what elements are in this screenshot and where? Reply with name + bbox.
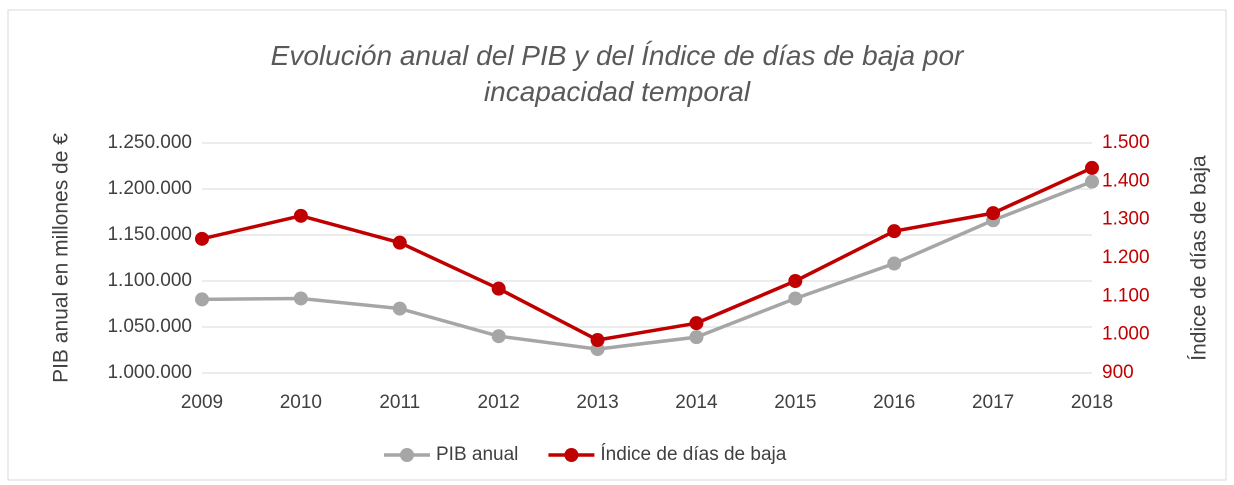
y-tick-label: 1.000.000 [107, 362, 192, 383]
point [195, 292, 209, 307]
point [689, 330, 704, 345]
legend-marker [400, 448, 414, 462]
x-tick-label: 2011 [379, 392, 420, 413]
y-tick-label: 1.250.000 [107, 132, 192, 153]
series-line [201, 166, 1093, 342]
y2-axis-label: Índice de días de baja [1188, 155, 1211, 361]
point [392, 301, 407, 316]
point [195, 231, 209, 246]
x-tick-label: 2009 [181, 392, 223, 413]
y2-tick-label: 1.300 [1102, 209, 1150, 230]
point [293, 208, 308, 223]
point [491, 329, 506, 344]
x-tick-label: 2015 [774, 392, 816, 413]
x-tick-label: 2013 [576, 392, 618, 413]
y-axis-label: PIB anual en millones de € [50, 133, 73, 383]
x-tick-label: 2014 [675, 392, 718, 413]
point [887, 224, 902, 239]
point [788, 291, 803, 306]
legend-label: PIB anual [436, 444, 518, 465]
series-line [201, 180, 1093, 351]
point [590, 333, 605, 348]
x-tick-label: 2010 [280, 392, 322, 413]
x-tick-label: 2016 [873, 392, 915, 413]
y-tick-label: 1.200.000 [107, 178, 192, 199]
point [1085, 160, 1099, 175]
point [293, 291, 308, 306]
legend-marker [564, 448, 579, 462]
point [491, 281, 506, 296]
y-tick-label: 1.050.000 [107, 316, 192, 337]
y-tick-label: 1.150.000 [107, 224, 192, 245]
x-tick-label: 2018 [1071, 392, 1113, 413]
point [788, 274, 803, 288]
point [689, 316, 704, 331]
point [392, 235, 407, 250]
y2-tick-label: 1.500 [1102, 132, 1150, 153]
x-tick-label: 2012 [478, 392, 520, 413]
y2-tick-label: 1.200 [1102, 247, 1150, 268]
x-tick-label: 2017 [972, 392, 1014, 413]
chart-title: Evolución anual del PIB y del Índice de … [270, 40, 964, 107]
y2-tick-label: 1.400 [1102, 170, 1150, 191]
legend-label: Índice de días de baja [600, 444, 786, 465]
y2-tick-label: 1.000 [1102, 324, 1150, 345]
point [1085, 174, 1099, 189]
y2-tick-label: 1.100 [1102, 285, 1150, 306]
point [986, 206, 1001, 221]
point [887, 256, 902, 271]
y-tick-label: 1.100.000 [107, 270, 192, 291]
y2-tick-label: 900 [1102, 362, 1134, 383]
chart-frame [7, 9, 1227, 481]
